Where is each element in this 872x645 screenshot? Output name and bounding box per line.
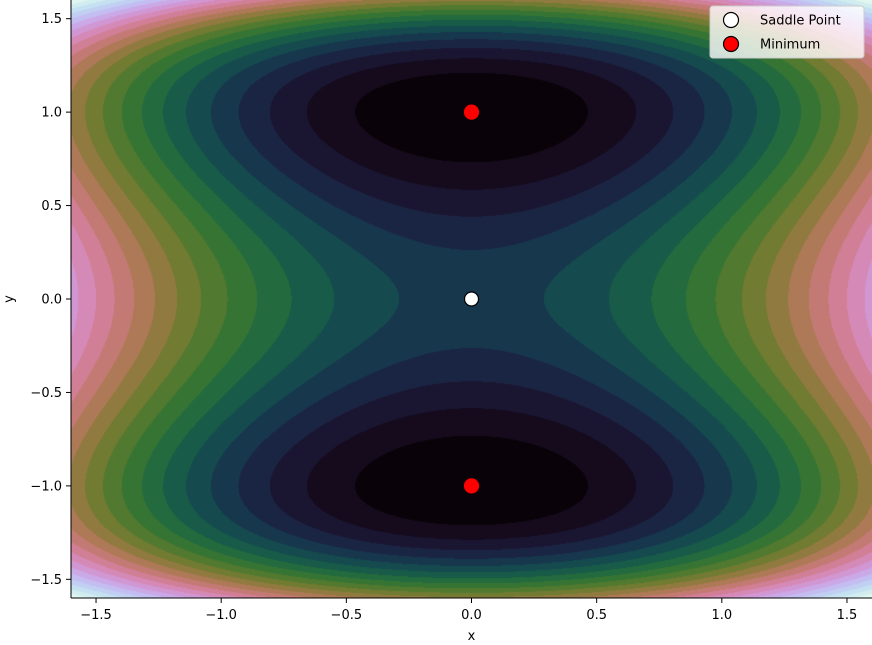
x-axis: −1.5 −1.0 −0.5 0.0 0.5 1.0 1.5 (80, 598, 857, 623)
saddle-point-legend-label: Saddle Point (760, 14, 841, 29)
x-tick-label: 0.0 (461, 608, 482, 623)
legend-box (709, 5, 865, 59)
saddle-point-marker (463, 291, 480, 307)
x-axis-label: x (468, 629, 476, 644)
minimum-legend-label: Minimum (760, 38, 820, 53)
y-tick-label: 0.0 (41, 293, 62, 308)
x-tick-label: −1.5 (80, 608, 112, 623)
saddle-point-legend-marker (722, 11, 740, 29)
x-tick-label: 1.5 (837, 608, 858, 623)
y-tick-label: 0.5 (41, 199, 62, 214)
y-tick-label: −1.0 (30, 479, 62, 494)
legend: Saddle Point Minimum (709, 5, 865, 59)
y-tick-label: 1.0 (41, 106, 62, 121)
x-tick-label: −0.5 (331, 608, 363, 623)
x-tick-label: 0.5 (586, 608, 607, 623)
y-tick-label: −1.5 (30, 573, 62, 588)
y-tick-label: −0.5 (30, 386, 62, 401)
markers (463, 104, 480, 494)
y-axis-label: y (2, 295, 17, 303)
x-tick-label: −1.0 (205, 608, 237, 623)
minimum-marker (463, 104, 480, 120)
y-axis: −1.5 −1.0 −0.5 0.0 0.5 1.0 1.5 (30, 12, 71, 588)
y-tick-label: 1.5 (41, 12, 62, 27)
minimum-legend-marker (722, 35, 740, 53)
x-tick-label: 1.0 (711, 608, 732, 623)
minimum-marker (463, 478, 480, 494)
